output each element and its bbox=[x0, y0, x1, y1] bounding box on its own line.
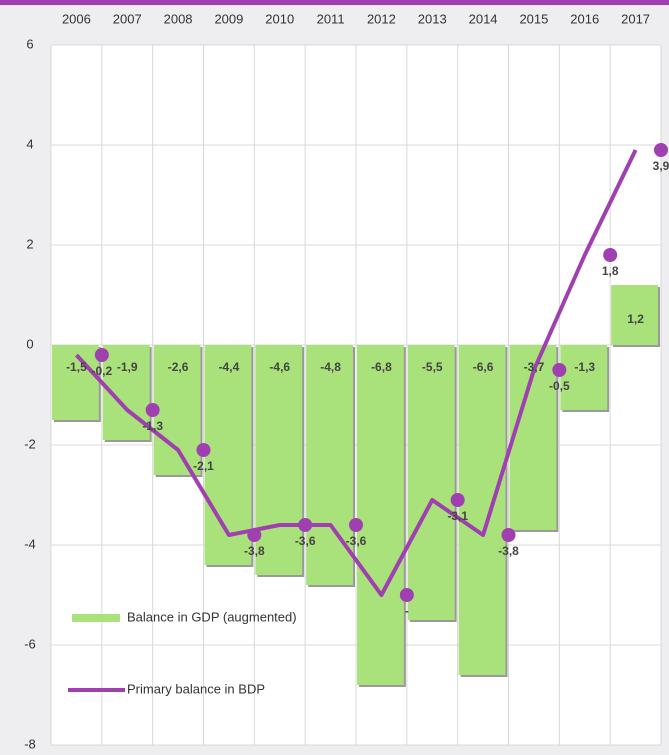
legend-label: Balance in GDP (augmented) bbox=[127, 609, 297, 624]
line-marker bbox=[349, 518, 363, 532]
line-marker bbox=[450, 493, 465, 507]
legend-swatch bbox=[72, 614, 120, 622]
line-marker bbox=[654, 143, 668, 157]
x-tick-label: 2015 bbox=[519, 11, 548, 26]
y-tick-label: -4 bbox=[24, 536, 36, 551]
bar bbox=[611, 285, 658, 345]
data-label: 3,9 bbox=[653, 159, 669, 173]
bar bbox=[255, 345, 303, 575]
data-label: -4,4 bbox=[219, 360, 240, 374]
y-tick-label: -2 bbox=[24, 436, 36, 451]
line-marker bbox=[145, 403, 160, 417]
line-marker bbox=[603, 248, 618, 262]
y-tick-label: -8 bbox=[24, 736, 36, 751]
x-tick-label: 2006 bbox=[62, 11, 91, 26]
x-tick-label: 2017 bbox=[621, 11, 650, 26]
data-label: 1,8 bbox=[602, 264, 619, 278]
x-tick-label: 2013 bbox=[418, 11, 447, 26]
x-tick-label: 2016 bbox=[570, 11, 599, 26]
legend-label: Primary balance in BDP bbox=[127, 681, 265, 696]
y-tick-label: 0 bbox=[26, 336, 33, 351]
data-label: -0,5 bbox=[549, 379, 570, 393]
bar bbox=[407, 345, 455, 620]
y-tick-label: 6 bbox=[26, 36, 33, 51]
x-tick-label: 2009 bbox=[214, 11, 243, 26]
line-marker bbox=[94, 348, 109, 362]
data-label: -6,8 bbox=[371, 360, 392, 374]
bar bbox=[357, 345, 404, 685]
bar bbox=[52, 345, 99, 420]
bar bbox=[560, 345, 608, 410]
x-tick-label: 2007 bbox=[113, 11, 142, 26]
data-label: -3,7 bbox=[524, 360, 545, 374]
data-label: -1,3 bbox=[142, 419, 163, 433]
data-label: 1,2 bbox=[627, 312, 644, 326]
data-label: -3,1 bbox=[447, 509, 468, 523]
line-marker bbox=[399, 588, 414, 602]
line-marker bbox=[501, 528, 516, 542]
x-tick-label: 2012 bbox=[367, 11, 396, 26]
line-marker bbox=[247, 528, 262, 542]
y-tick-label: 4 bbox=[26, 136, 33, 151]
bar bbox=[204, 345, 252, 565]
bar bbox=[458, 345, 506, 675]
data-label: -4,6 bbox=[269, 360, 290, 374]
line-marker bbox=[552, 363, 567, 377]
data-label: -2,6 bbox=[168, 360, 189, 374]
data-label: -3,8 bbox=[498, 544, 519, 558]
data-label: -1,5 bbox=[66, 360, 87, 374]
data-label: -3,6 bbox=[295, 534, 316, 548]
data-label: -1,3 bbox=[574, 360, 595, 374]
data-label: -1,9 bbox=[117, 360, 138, 374]
bar bbox=[153, 345, 201, 475]
top-bar bbox=[0, 0, 669, 5]
data-label: -4,8 bbox=[320, 360, 341, 374]
data-label: -6,6 bbox=[473, 360, 494, 374]
data-label: -2,1 bbox=[193, 459, 214, 473]
line bbox=[74, 149, 638, 597]
x-tick-label: 2011 bbox=[317, 11, 345, 26]
x-tick-label: 2010 bbox=[265, 11, 294, 26]
data-label: - bbox=[405, 604, 409, 618]
data-label: -3,6 bbox=[346, 534, 367, 548]
data-label: -5,5 bbox=[422, 360, 443, 374]
x-tick-label: 2014 bbox=[469, 11, 498, 26]
y-tick-label: -6 bbox=[24, 636, 36, 651]
x-tick-label: 2008 bbox=[164, 11, 193, 26]
line-marker bbox=[196, 443, 211, 457]
line-marker bbox=[298, 518, 313, 532]
data-label: -3,8 bbox=[244, 544, 265, 558]
y-tick-label: 2 bbox=[26, 236, 33, 251]
data-label: -0,2 bbox=[91, 364, 112, 378]
